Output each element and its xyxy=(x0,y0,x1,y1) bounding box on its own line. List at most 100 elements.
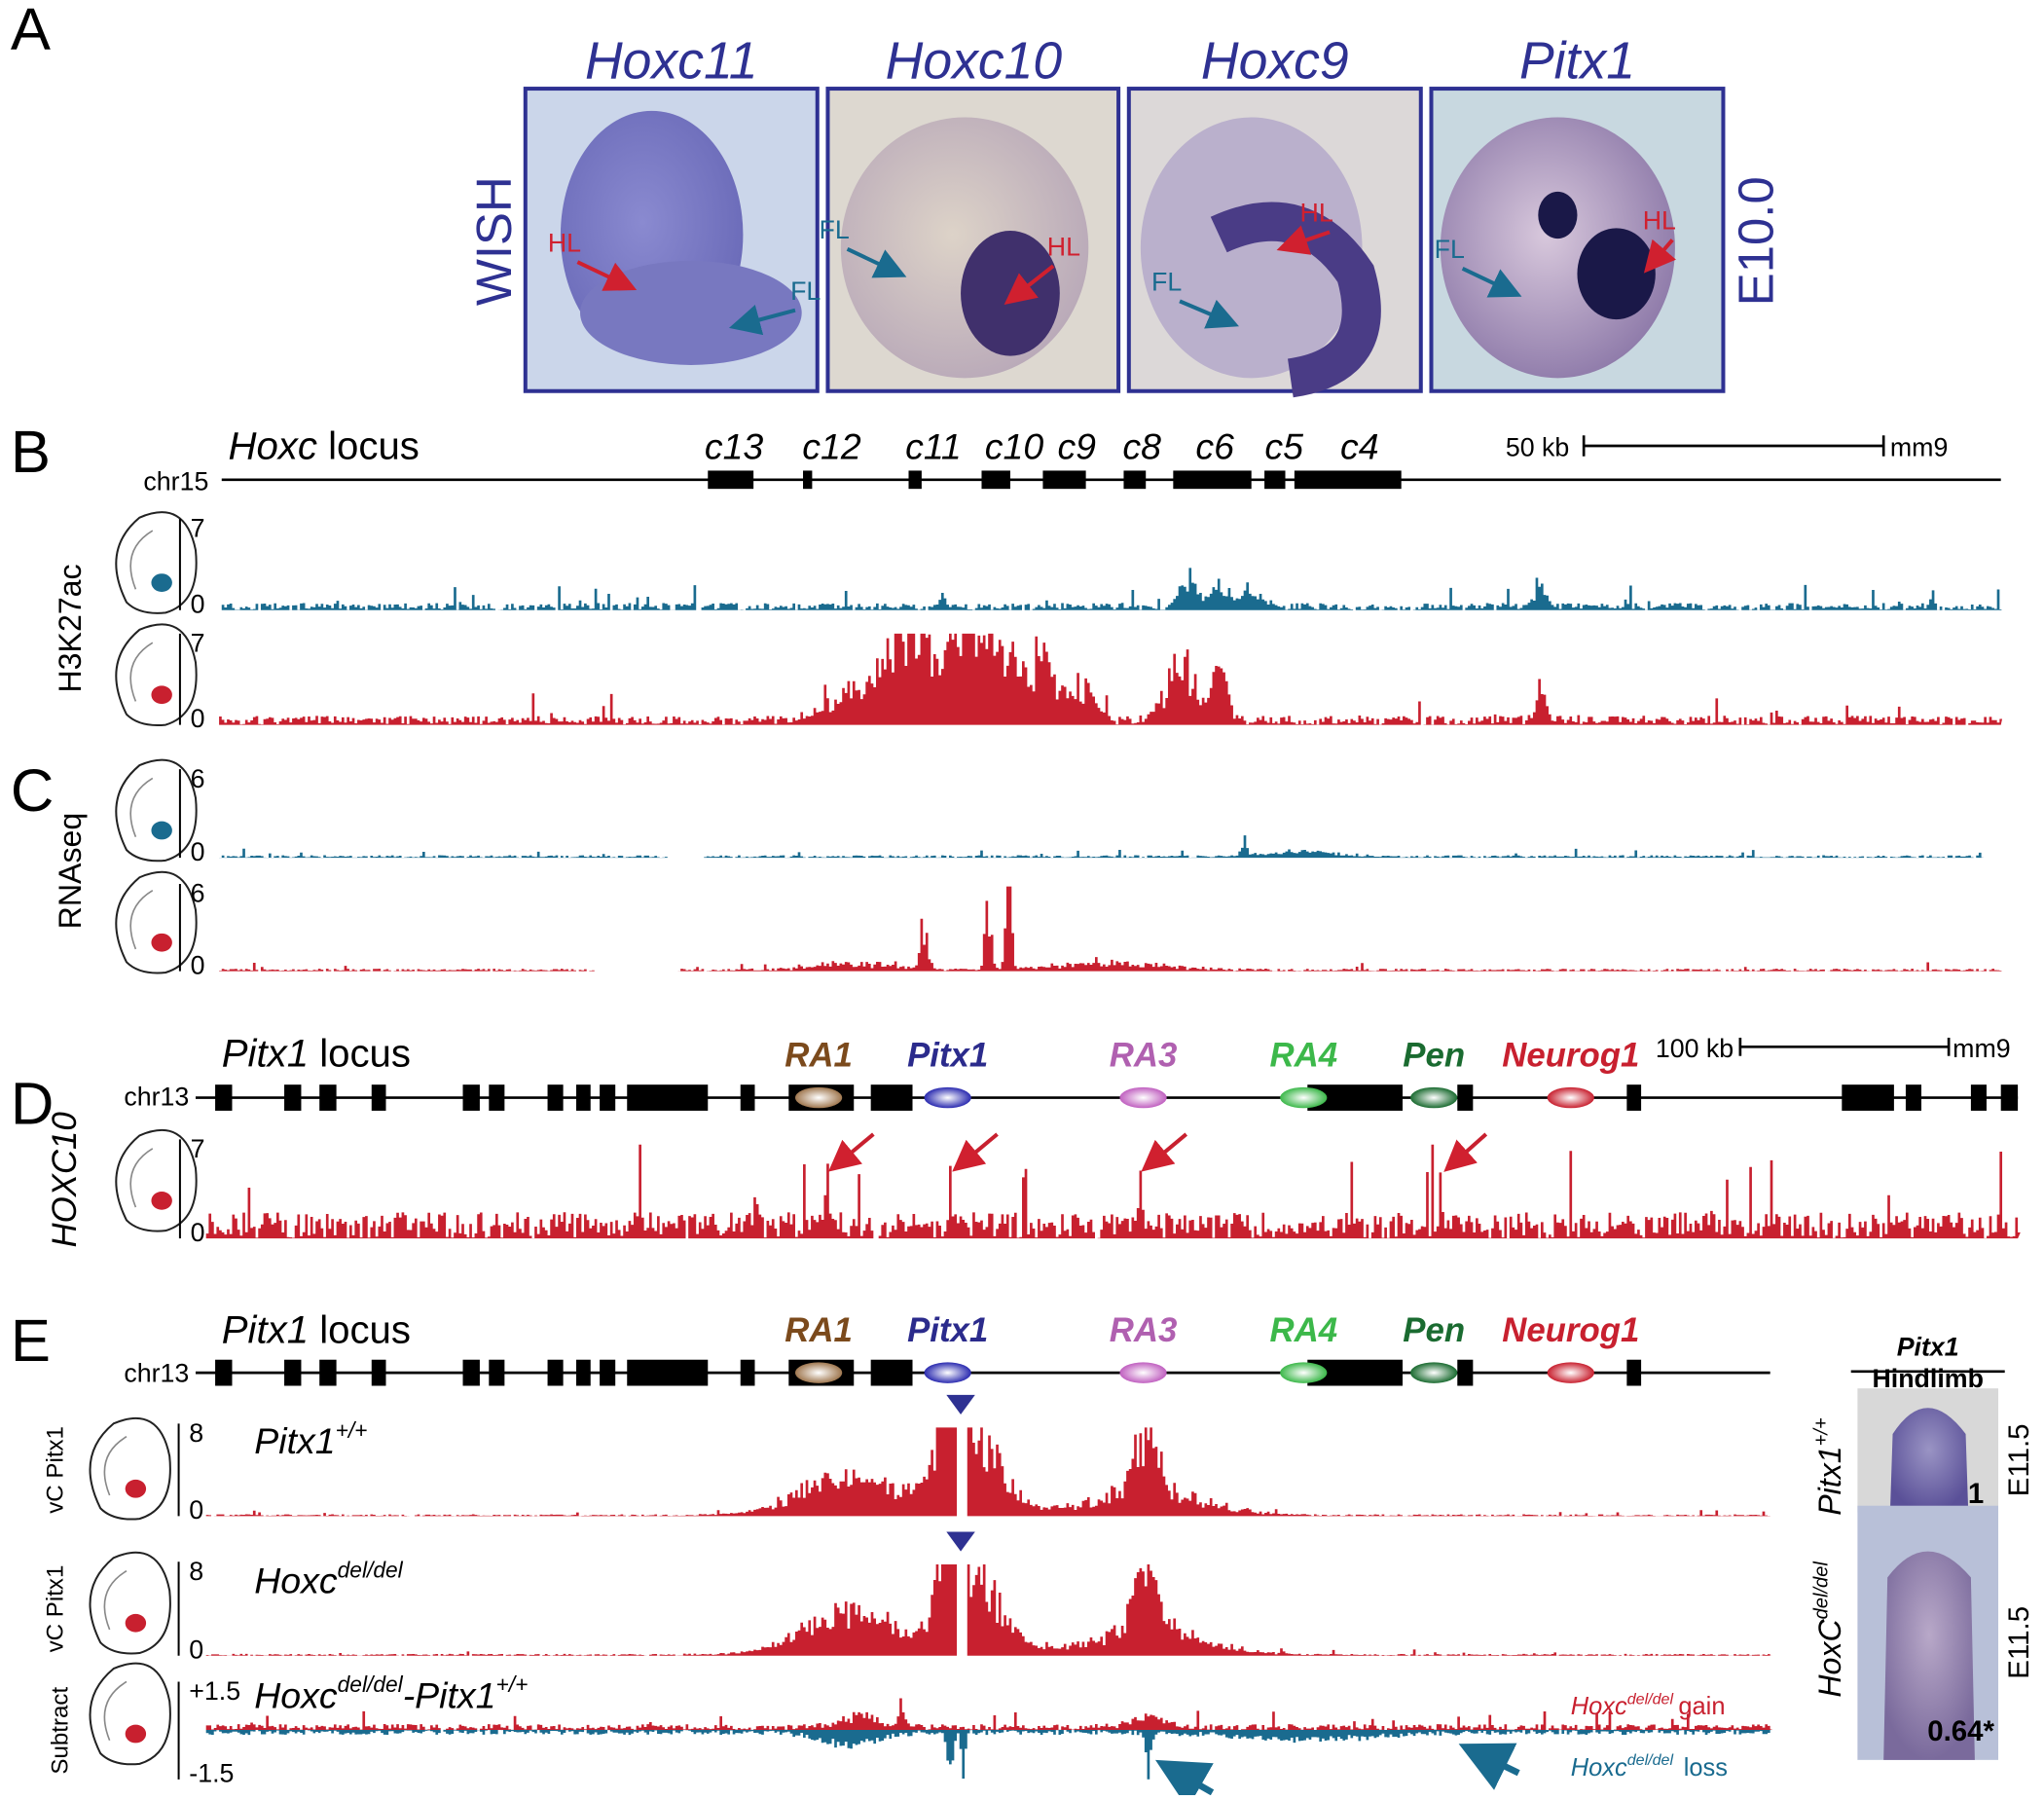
legend-text: loss xyxy=(1684,1754,1728,1782)
gene-box xyxy=(547,1359,564,1386)
genotype: Hoxcdel/del xyxy=(254,1557,403,1600)
genotype-sup: del/del xyxy=(338,1557,404,1582)
arrow xyxy=(1276,225,1331,255)
genotype: Hoxcdel/del-Pitx1+/+ xyxy=(254,1671,528,1715)
embryo-icon xyxy=(115,758,198,863)
embryo-icon xyxy=(129,777,154,838)
gene-label: c10 xyxy=(985,425,1044,466)
element-label: RA3 xyxy=(1110,1036,1178,1074)
arrow-label: HL xyxy=(1047,232,1080,261)
element-label: RA3 xyxy=(1110,1311,1178,1349)
embryo-icon xyxy=(129,1148,154,1208)
gene-box xyxy=(284,1359,302,1386)
embryo-icon xyxy=(115,623,198,726)
track-min: 0 xyxy=(191,837,205,866)
track-assay: vC Pitx1 xyxy=(42,1565,68,1653)
element xyxy=(924,1362,971,1383)
expression-value: 0.64* xyxy=(1927,1715,1994,1747)
limb xyxy=(1883,1551,1975,1760)
embryo-limb xyxy=(151,685,172,705)
gene-box xyxy=(1264,470,1286,490)
gene-label: c9 xyxy=(1057,425,1096,466)
gene-box xyxy=(981,470,1010,490)
gene-box xyxy=(1457,1084,1474,1111)
embryo-icon xyxy=(89,1416,171,1521)
arrow xyxy=(827,1132,875,1172)
legend-sup: del/del xyxy=(1627,1751,1674,1769)
locus-word: locus xyxy=(328,423,420,467)
arrow-label: HL xyxy=(548,228,581,257)
signal xyxy=(205,1730,1773,1780)
track-max: 8 xyxy=(189,1418,203,1448)
legend-loss: Hoxcdel/del loss xyxy=(1571,1751,1728,1782)
genotype-sup: +/+ xyxy=(336,1417,368,1443)
gene-box xyxy=(1905,1084,1922,1111)
scale-label: 50 kb xyxy=(1506,433,1569,462)
gene-title: Hoxc9 xyxy=(1201,32,1349,90)
embryo-icon xyxy=(89,1551,171,1655)
embryo xyxy=(580,260,802,365)
genotype-name: HoxC xyxy=(1812,1619,1847,1698)
gene-box xyxy=(319,1084,337,1111)
signal xyxy=(219,835,1985,859)
genotype-name: Hoxc xyxy=(254,1674,338,1715)
embryo-limb xyxy=(125,1479,147,1498)
gene-box xyxy=(1294,470,1402,490)
gene-label: c6 xyxy=(1195,425,1234,466)
signal xyxy=(219,633,2003,725)
arrow xyxy=(1004,264,1055,305)
locus-title: Pitx1 locus xyxy=(222,1307,411,1351)
assay-label: HOXC10 xyxy=(46,1112,84,1248)
track-max: 7 xyxy=(191,629,205,658)
embryo-limb xyxy=(151,933,172,952)
gene-label: c13 xyxy=(705,425,764,466)
genotype-sup: +/+ xyxy=(1811,1417,1833,1446)
element xyxy=(1410,1086,1458,1109)
gene-title: Pitx1 xyxy=(1519,32,1635,90)
gene-box xyxy=(740,1359,755,1386)
track-min: 0 xyxy=(189,1635,203,1664)
gene-box xyxy=(1842,1084,1894,1111)
track-max: 8 xyxy=(189,1557,203,1586)
gene-label: c12 xyxy=(802,425,861,466)
genotype-name: Hoxc xyxy=(254,1560,338,1600)
arrow xyxy=(952,1132,999,1172)
track-min: 0 xyxy=(191,1218,205,1247)
arrow-label: HL xyxy=(1643,206,1676,236)
chrom: chr13 xyxy=(124,1358,189,1387)
track-assay: vC Pitx1 xyxy=(42,1426,68,1514)
limb xyxy=(1889,1408,1969,1513)
gene-box xyxy=(489,1084,505,1111)
side-subtitle: Hindlimb xyxy=(1872,1364,1984,1393)
gene-label: c5 xyxy=(1264,425,1303,466)
gene-box xyxy=(627,1084,709,1111)
side-genotype: HoxCdel/del xyxy=(1811,1561,1847,1698)
legend-text: gain xyxy=(1678,1693,1725,1720)
gene-box xyxy=(371,1084,386,1111)
element-label: RA1 xyxy=(785,1311,853,1349)
gene-box xyxy=(627,1359,709,1386)
embryo-icon xyxy=(129,530,154,590)
panel-label: A xyxy=(11,0,51,63)
assay-label: RNAseq xyxy=(53,813,88,930)
panel-label: B xyxy=(11,419,51,486)
genotype-name: Pitx1 xyxy=(254,1420,335,1461)
track-min: -1.5 xyxy=(189,1759,234,1788)
element-label: Pitx1 xyxy=(907,1311,988,1349)
embryo-limb xyxy=(151,573,172,592)
dash: - xyxy=(403,1674,415,1715)
element-label: Neurog1 xyxy=(1502,1036,1639,1074)
gene-label: c8 xyxy=(1122,425,1161,466)
element xyxy=(1280,1362,1328,1383)
row-label: WISH xyxy=(466,176,522,306)
element xyxy=(1119,1086,1167,1109)
gene-title: Hoxc11 xyxy=(585,32,758,90)
embryo-icon xyxy=(115,511,198,614)
element xyxy=(1547,1086,1594,1109)
side-stage: E11.5 xyxy=(2003,1423,2035,1496)
embryo-icon xyxy=(103,1436,128,1496)
wish-images xyxy=(523,87,1726,398)
genotype-sup: +/+ xyxy=(496,1671,529,1697)
